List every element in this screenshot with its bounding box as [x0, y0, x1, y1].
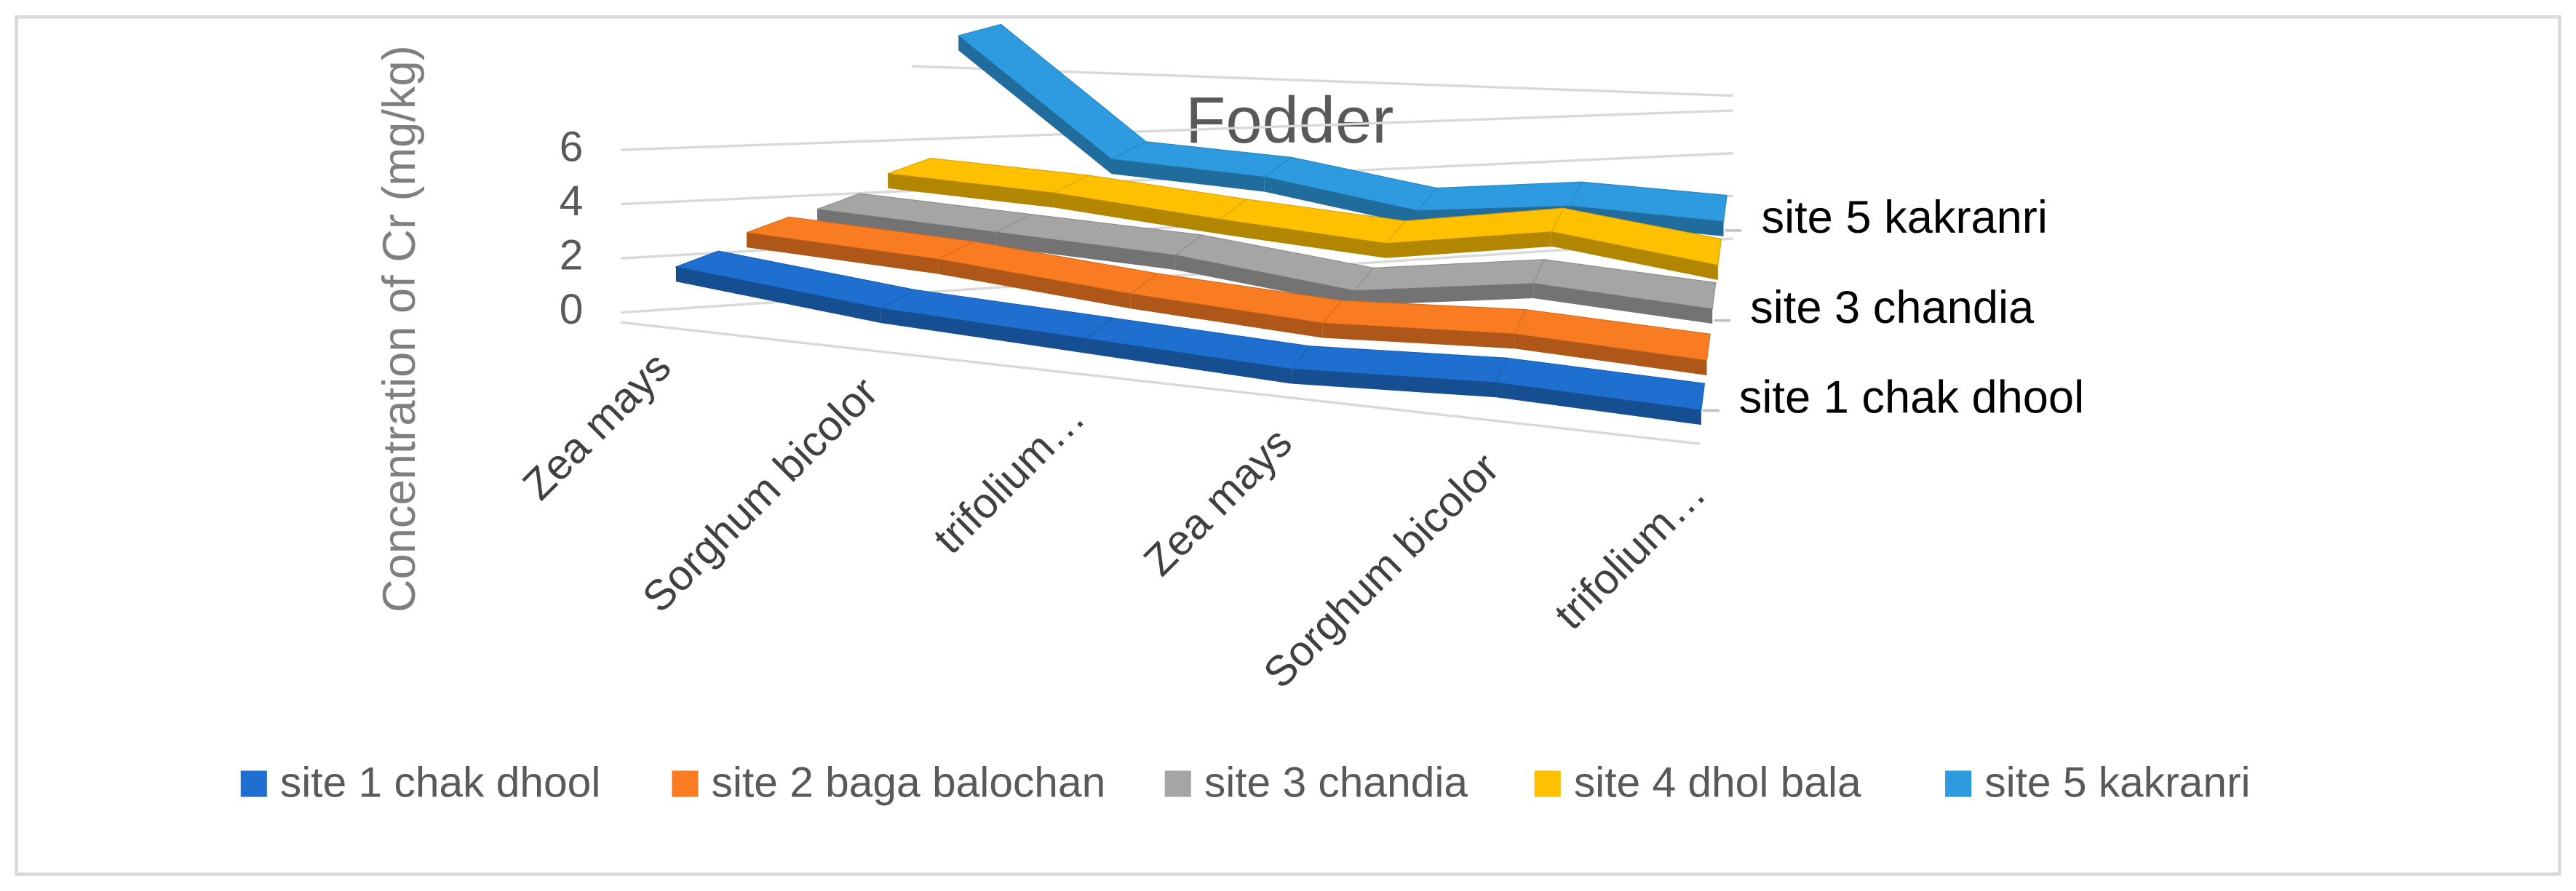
- legend-swatch: [240, 770, 267, 797]
- y-axis-label: Concentration of Cr (mg/kg): [374, 45, 425, 612]
- ribbon-face: [958, 36, 1112, 175]
- chart-title: Fodder: [1185, 84, 1394, 157]
- ribbon-face: [880, 308, 1086, 353]
- ribbon-top: [1514, 309, 1711, 361]
- ribbon-face: [1570, 206, 1724, 236]
- ribbon-face: [1054, 193, 1220, 234]
- ribbon-face: [1264, 177, 1418, 225]
- legend-swatch: [672, 770, 699, 797]
- grid-line: [621, 109, 1733, 151]
- ribbon-face: [1496, 382, 1701, 425]
- floor-edge: [621, 321, 1701, 445]
- legend-swatch: [1534, 770, 1561, 797]
- ribbon-face: [1514, 334, 1707, 375]
- ribbon-top: [1570, 181, 1728, 223]
- depth-label: site 3 chandia: [1750, 282, 2035, 333]
- ribbon-face: [1111, 159, 1265, 192]
- ribbon-face: [1551, 231, 1718, 280]
- depth-label: site 1 chak dhool: [1739, 372, 2084, 423]
- y-tick-label: 0: [560, 286, 584, 333]
- legend-swatch: [1164, 770, 1191, 797]
- ribbon-face: [938, 259, 1131, 309]
- ribbon-face: [746, 232, 939, 274]
- legend-label: site 3 chandia: [1204, 759, 1468, 806]
- ribbon-face: [1386, 231, 1552, 258]
- ribbon-top: [1533, 259, 1717, 310]
- ribbon-top: [1495, 357, 1706, 411]
- ribbon-face: [817, 209, 997, 247]
- y-tick-label: 4: [560, 177, 584, 225]
- ribbon-face: [675, 266, 881, 324]
- ribbon-face: [1130, 293, 1323, 338]
- ribbon-face: [1354, 283, 1534, 305]
- ribbon-top: [1551, 207, 1722, 266]
- ribbon-face: [1322, 323, 1515, 349]
- legend-label: site 1 chak dhool: [280, 759, 600, 806]
- ribbon-face: [1220, 219, 1386, 258]
- ribbon-face: [1291, 369, 1497, 398]
- ribbon-face: [1533, 283, 1713, 324]
- ribbon-face: [1086, 338, 1292, 384]
- legend-label: site 2 baga balochan: [712, 759, 1106, 806]
- legend-label: site 5 kakranri: [1984, 759, 2250, 806]
- y-tick-label: 2: [560, 232, 584, 279]
- legend-label: site 4 dhol bala: [1574, 759, 1861, 806]
- y-tick-label: 6: [560, 124, 584, 171]
- ribbon-face: [888, 173, 1054, 208]
- ribbon-face: [1175, 255, 1355, 305]
- depth-label: site 5 kakranri: [1761, 192, 2047, 243]
- ribbon-face: [996, 232, 1176, 270]
- legend-swatch: [1945, 770, 1972, 797]
